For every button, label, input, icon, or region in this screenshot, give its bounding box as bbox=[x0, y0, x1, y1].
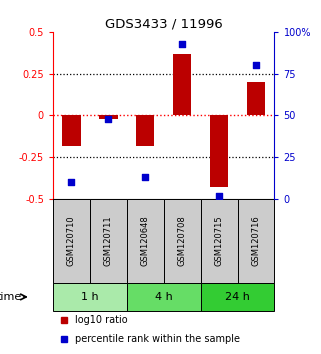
Bar bbox=[62, 115, 81, 145]
Text: time: time bbox=[0, 292, 22, 302]
Text: 1 h: 1 h bbox=[81, 292, 99, 302]
Text: GSM120716: GSM120716 bbox=[251, 215, 261, 266]
Point bbox=[179, 41, 185, 46]
Text: percentile rank within the sample: percentile rank within the sample bbox=[75, 334, 240, 344]
Point bbox=[106, 116, 111, 122]
Point bbox=[216, 193, 221, 199]
Bar bbox=[247, 82, 265, 115]
Bar bbox=[164, 199, 201, 282]
Bar bbox=[201, 282, 274, 311]
Bar bbox=[99, 115, 117, 119]
Point bbox=[143, 175, 148, 180]
Text: GSM120711: GSM120711 bbox=[104, 216, 113, 266]
Text: 4 h: 4 h bbox=[155, 292, 173, 302]
Text: GSM120715: GSM120715 bbox=[214, 216, 224, 266]
Bar bbox=[201, 199, 238, 282]
Bar bbox=[210, 115, 228, 187]
Text: GSM120710: GSM120710 bbox=[67, 216, 76, 266]
Bar bbox=[53, 282, 127, 311]
Point bbox=[253, 62, 258, 68]
Bar bbox=[127, 199, 164, 282]
Bar bbox=[90, 199, 127, 282]
Text: log10 ratio: log10 ratio bbox=[75, 315, 128, 325]
Text: GSM120648: GSM120648 bbox=[141, 215, 150, 266]
Point bbox=[69, 179, 74, 185]
Bar bbox=[127, 282, 201, 311]
Title: GDS3433 / 11996: GDS3433 / 11996 bbox=[105, 18, 222, 31]
Text: GSM120708: GSM120708 bbox=[178, 215, 187, 266]
Bar bbox=[53, 199, 90, 282]
Bar bbox=[173, 53, 191, 115]
Bar bbox=[238, 199, 274, 282]
Text: 24 h: 24 h bbox=[225, 292, 250, 302]
Bar bbox=[136, 115, 154, 145]
